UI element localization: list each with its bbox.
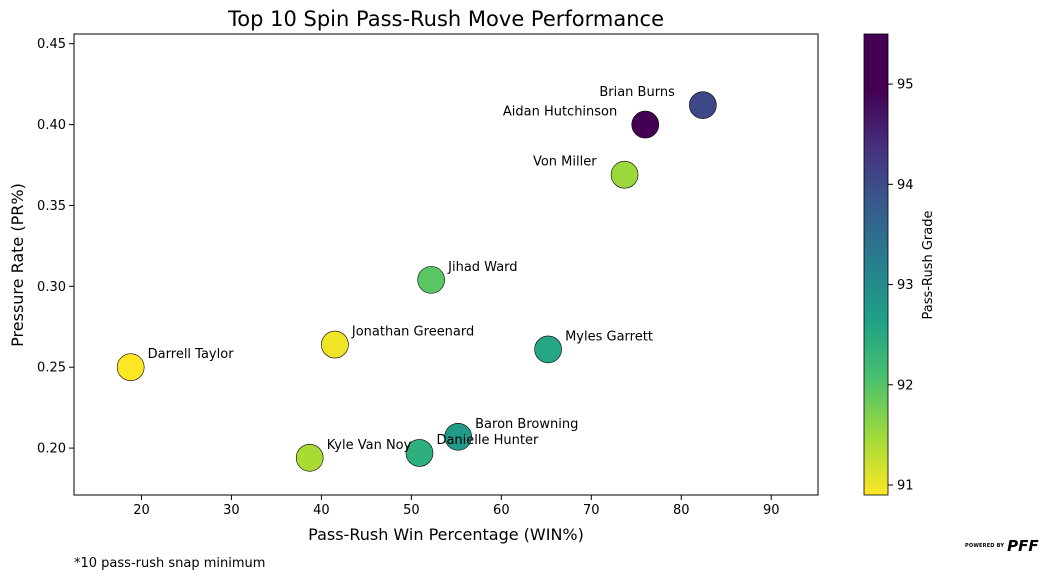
colorbar [863,33,889,496]
y-tick-label: 0.45 [37,37,66,52]
data-point[interactable] [444,422,472,451]
y-axis-label: Pressure Rate (PR%) [8,183,27,347]
x-tick-label: 80 [673,503,690,518]
footnote: *10 pass-rush snap minimum [74,556,266,571]
plot-area [73,33,819,496]
point-label: Myles Garrett [565,329,653,344]
y-tick-label: 0.35 [37,199,66,214]
data-point[interactable] [689,91,717,119]
pff-logo: POWERED BY PFF [965,537,1039,555]
x-tick-label: 50 [403,503,420,518]
chart-title: Top 10 Spin Pass-Rush Move Performance [227,7,664,31]
point-label: Danielle Hunter [436,433,539,448]
colorbar-tick-label: 95 [897,78,914,93]
pff-logo-text: PFF [1007,537,1039,555]
data-point[interactable] [116,353,145,382]
point-label: Baron Browning [475,417,578,432]
colorbar-tick-label: 93 [897,278,914,293]
x-tick-label: 40 [313,503,330,518]
point-label: Brian Burns [599,85,675,100]
colorbar-tick-label: 91 [897,478,914,493]
x-axis-label: Pass-Rush Win Percentage (WIN%) [308,525,584,544]
x-tick-label: 60 [493,503,510,518]
colorbar-tick-label: 92 [897,378,914,393]
data-point[interactable] [321,330,349,359]
powered-by-text: POWERED BY [965,543,1005,549]
point-label: Kyle Van Noy [327,438,412,453]
point-label: Jihad Ward [447,260,517,275]
point-label: Von Miller [533,155,597,170]
x-tick-label: 90 [763,503,780,518]
data-point[interactable] [610,160,639,189]
point-label: Jonathan Greenard [351,325,474,340]
data-point[interactable] [631,110,660,139]
colorbar-label: Pass-Rush Grade [921,211,936,320]
data-point[interactable] [534,335,562,364]
y-tick-label: 0.25 [37,361,66,376]
data-point[interactable] [405,439,434,467]
x-tick-label: 20 [133,503,150,518]
colorbar-tick-label: 94 [897,178,914,193]
point-label: Aidan Hutchinson [503,105,617,120]
x-tick-label: 70 [583,503,600,518]
x-tick-label: 30 [223,503,240,518]
point-label: Darrell Taylor [148,347,235,362]
data-point[interactable] [417,266,445,294]
y-tick-label: 0.40 [37,118,66,133]
data-point[interactable] [295,443,324,472]
y-tick-label: 0.30 [37,280,66,295]
y-tick-label: 0.20 [37,442,66,457]
